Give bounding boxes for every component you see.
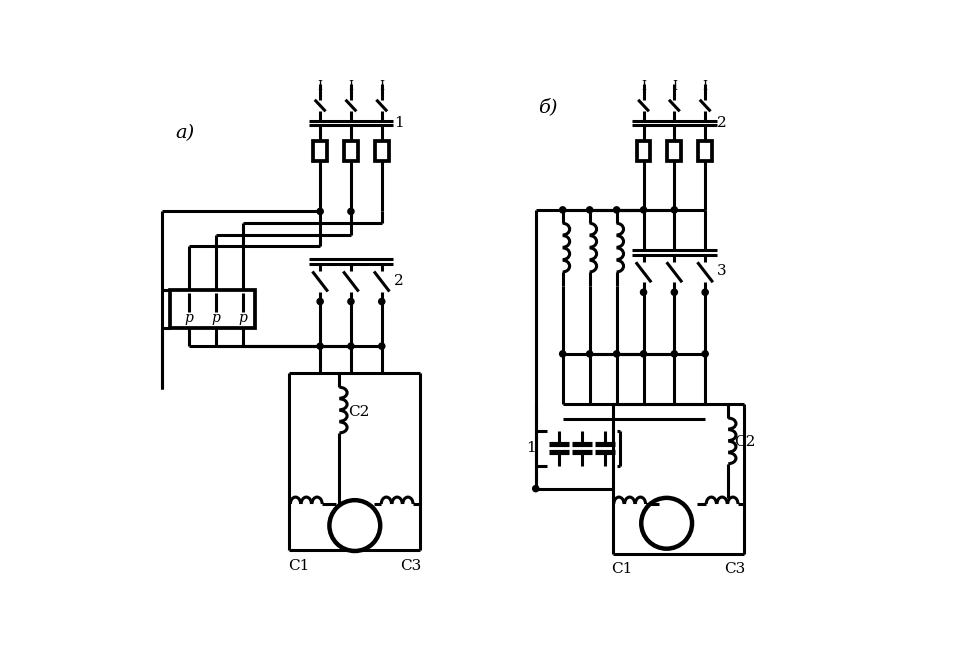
Circle shape — [379, 343, 385, 349]
Text: б): б) — [538, 99, 557, 117]
Bar — [375, 141, 388, 160]
Circle shape — [641, 351, 647, 357]
Circle shape — [614, 207, 619, 213]
Circle shape — [559, 351, 566, 357]
Circle shape — [318, 208, 323, 215]
Bar — [344, 141, 358, 160]
Circle shape — [559, 207, 566, 213]
Text: а): а) — [176, 124, 195, 142]
Circle shape — [348, 208, 354, 215]
Circle shape — [702, 289, 708, 295]
Circle shape — [379, 299, 385, 305]
Circle shape — [702, 351, 708, 357]
Circle shape — [318, 343, 323, 349]
Text: I: I — [318, 80, 322, 93]
Text: C1: C1 — [612, 562, 633, 576]
Bar — [314, 141, 327, 160]
Circle shape — [641, 498, 692, 549]
Circle shape — [348, 299, 354, 305]
Text: р: р — [212, 311, 220, 325]
Circle shape — [614, 351, 619, 357]
Text: I: I — [349, 80, 353, 93]
Circle shape — [671, 351, 678, 357]
Text: C2: C2 — [734, 435, 755, 450]
Circle shape — [671, 207, 678, 213]
Bar — [698, 141, 712, 160]
Text: C3: C3 — [723, 562, 745, 576]
Text: р: р — [239, 311, 248, 325]
Text: 1: 1 — [526, 441, 536, 455]
Circle shape — [318, 299, 323, 305]
Circle shape — [348, 343, 354, 349]
Circle shape — [329, 500, 381, 551]
Circle shape — [586, 207, 592, 213]
Bar — [170, 290, 254, 329]
Text: C1: C1 — [288, 559, 310, 572]
Circle shape — [586, 351, 592, 357]
Bar — [667, 141, 682, 160]
Text: C2: C2 — [348, 405, 369, 419]
Text: I: I — [672, 80, 677, 93]
Circle shape — [533, 486, 539, 492]
Text: C3: C3 — [400, 559, 421, 572]
Circle shape — [671, 289, 678, 295]
Circle shape — [641, 207, 647, 213]
Bar — [637, 141, 651, 160]
Text: I: I — [703, 80, 708, 93]
Text: р: р — [184, 311, 193, 325]
Text: 2: 2 — [394, 274, 404, 288]
Circle shape — [641, 289, 647, 295]
Text: 2: 2 — [718, 116, 727, 130]
Text: 3: 3 — [718, 264, 727, 278]
Text: I: I — [641, 80, 646, 93]
Text: 1: 1 — [394, 116, 404, 130]
Text: I: I — [380, 80, 385, 93]
